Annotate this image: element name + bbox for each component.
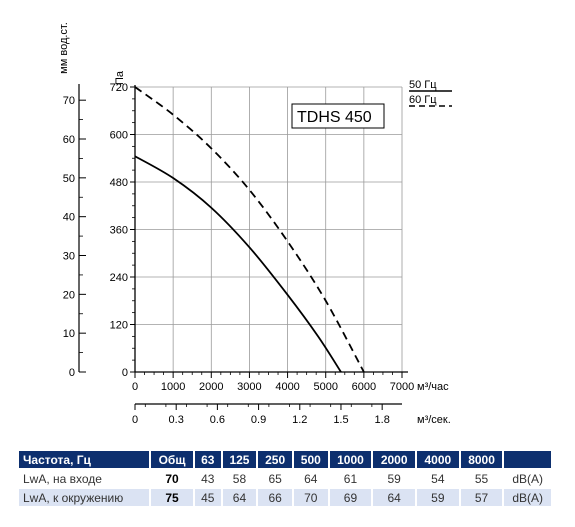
table-cell: 66	[258, 489, 292, 506]
table-cell: 54	[417, 470, 459, 487]
m3h-tick-label: 2000	[199, 381, 223, 393]
legend-label-60hz: 60 Гц	[409, 94, 437, 106]
m3h-tick-label: 1000	[161, 381, 185, 393]
table-cell: 43	[194, 470, 221, 487]
mm-tick-label: 20	[63, 289, 75, 301]
mm-unit-label: мм вод.ст.	[58, 22, 70, 74]
table-cell: 70	[151, 470, 193, 487]
pa-tick-label: 0	[122, 367, 128, 379]
table-cell: 65	[258, 470, 292, 487]
table-cell: 75	[151, 489, 193, 506]
table-header-cell: 63	[194, 451, 221, 468]
table-cell: 59	[373, 470, 416, 487]
m3h-tick-label: 5000	[313, 381, 337, 393]
table-cell: LwA, к окружению	[19, 489, 150, 506]
mm-tick-label: 30	[63, 251, 75, 263]
table-header-cell: 250	[258, 451, 292, 468]
mm-tick-label: 50	[63, 173, 75, 185]
chart-axes	[78, 84, 408, 405]
table-header-cell: Частота, Гц	[19, 451, 150, 468]
series-line-50hz	[134, 155, 342, 373]
table-cell: 57	[460, 489, 503, 506]
table-header-cell: 4000	[417, 451, 459, 468]
pa-tick-label: 600	[110, 130, 128, 142]
pa-tick-label: 240	[110, 272, 128, 284]
m3s-tick-label: 0	[132, 414, 138, 426]
chart-grid	[135, 86, 403, 372]
m3s-tick-label: 1.8	[375, 414, 390, 426]
m3h-tick-label: 7000	[390, 381, 414, 393]
mm-tick-label: 40	[63, 212, 75, 224]
model-label: TDHS 450	[297, 109, 372, 126]
table-row: LwA, на входе 70 43 58 65 64 61 59 54 55 dB(A)	[19, 470, 551, 487]
m3h-tick-label: 3000	[237, 381, 261, 393]
table-cell: 64	[373, 489, 416, 506]
table-cell: 59	[417, 489, 459, 506]
mm-tick-label: 0	[69, 367, 75, 379]
m3h-unit-label: м³/час	[417, 381, 449, 393]
pa-unit-label: Па	[114, 70, 126, 85]
table-cell: LwA, на входе	[19, 470, 150, 487]
table-cell: 64	[293, 470, 328, 487]
table-header-row: Частота, Гц Общ 63 125 250 500 1000 2000 4000 800…	[19, 451, 551, 468]
table-cell: dB(A)	[504, 470, 551, 487]
pa-tick-label: 480	[110, 177, 128, 189]
pa-tick-label: 720	[110, 82, 128, 94]
mm-tick-label: 70	[63, 95, 75, 107]
pa-tick-label: 120	[110, 320, 128, 332]
m3s-tick-label: 0.3	[169, 414, 184, 426]
table-header-cell: 125	[222, 451, 257, 468]
table-cell: 64	[222, 489, 257, 506]
model-label-box	[291, 103, 385, 129]
m3h-tick-label: 4000	[275, 381, 299, 393]
table-cell: 58	[222, 470, 257, 487]
table-header-cell: 8000	[460, 451, 503, 468]
table-cell: 70	[293, 489, 328, 506]
series-line-60hz	[134, 86, 365, 373]
m3s-tick-label: 0.6	[210, 414, 225, 426]
m3s-tick-label: 1.5	[333, 414, 348, 426]
legend-label-50hz: 50 Гц	[409, 79, 437, 91]
sound-power-table: Частота, Гц Общ 63 125 250 500 1000 2000 4000 800…	[17, 449, 553, 508]
table-header-cell: Общ	[151, 451, 193, 468]
table-header-cell: 2000	[373, 451, 416, 468]
table-cell: 45	[194, 489, 221, 506]
m3s-tick-label: 0.9	[251, 414, 266, 426]
m3s-tick-label: 1.2	[292, 414, 307, 426]
mm-tick-label: 10	[63, 328, 75, 340]
mm-tick-label: 60	[63, 134, 75, 146]
table-cell: 55	[460, 470, 503, 487]
table-header-cell: 500	[293, 451, 328, 468]
table-header-cell: 1000	[329, 451, 372, 468]
table-cell: dB(A)	[504, 489, 551, 506]
m3s-unit-label: м³/сек.	[417, 414, 451, 426]
pa-tick-label: 360	[110, 225, 128, 237]
table-cell: 61	[329, 470, 372, 487]
m3h-tick-label: 0	[132, 381, 138, 393]
table-header-cell	[504, 451, 551, 468]
m3h-tick-label: 6000	[352, 381, 376, 393]
table-row: LwA, к окружению 75 45 64 66 70 69 64 59 57 dB(A)	[19, 489, 551, 506]
table-cell: 69	[329, 489, 372, 506]
